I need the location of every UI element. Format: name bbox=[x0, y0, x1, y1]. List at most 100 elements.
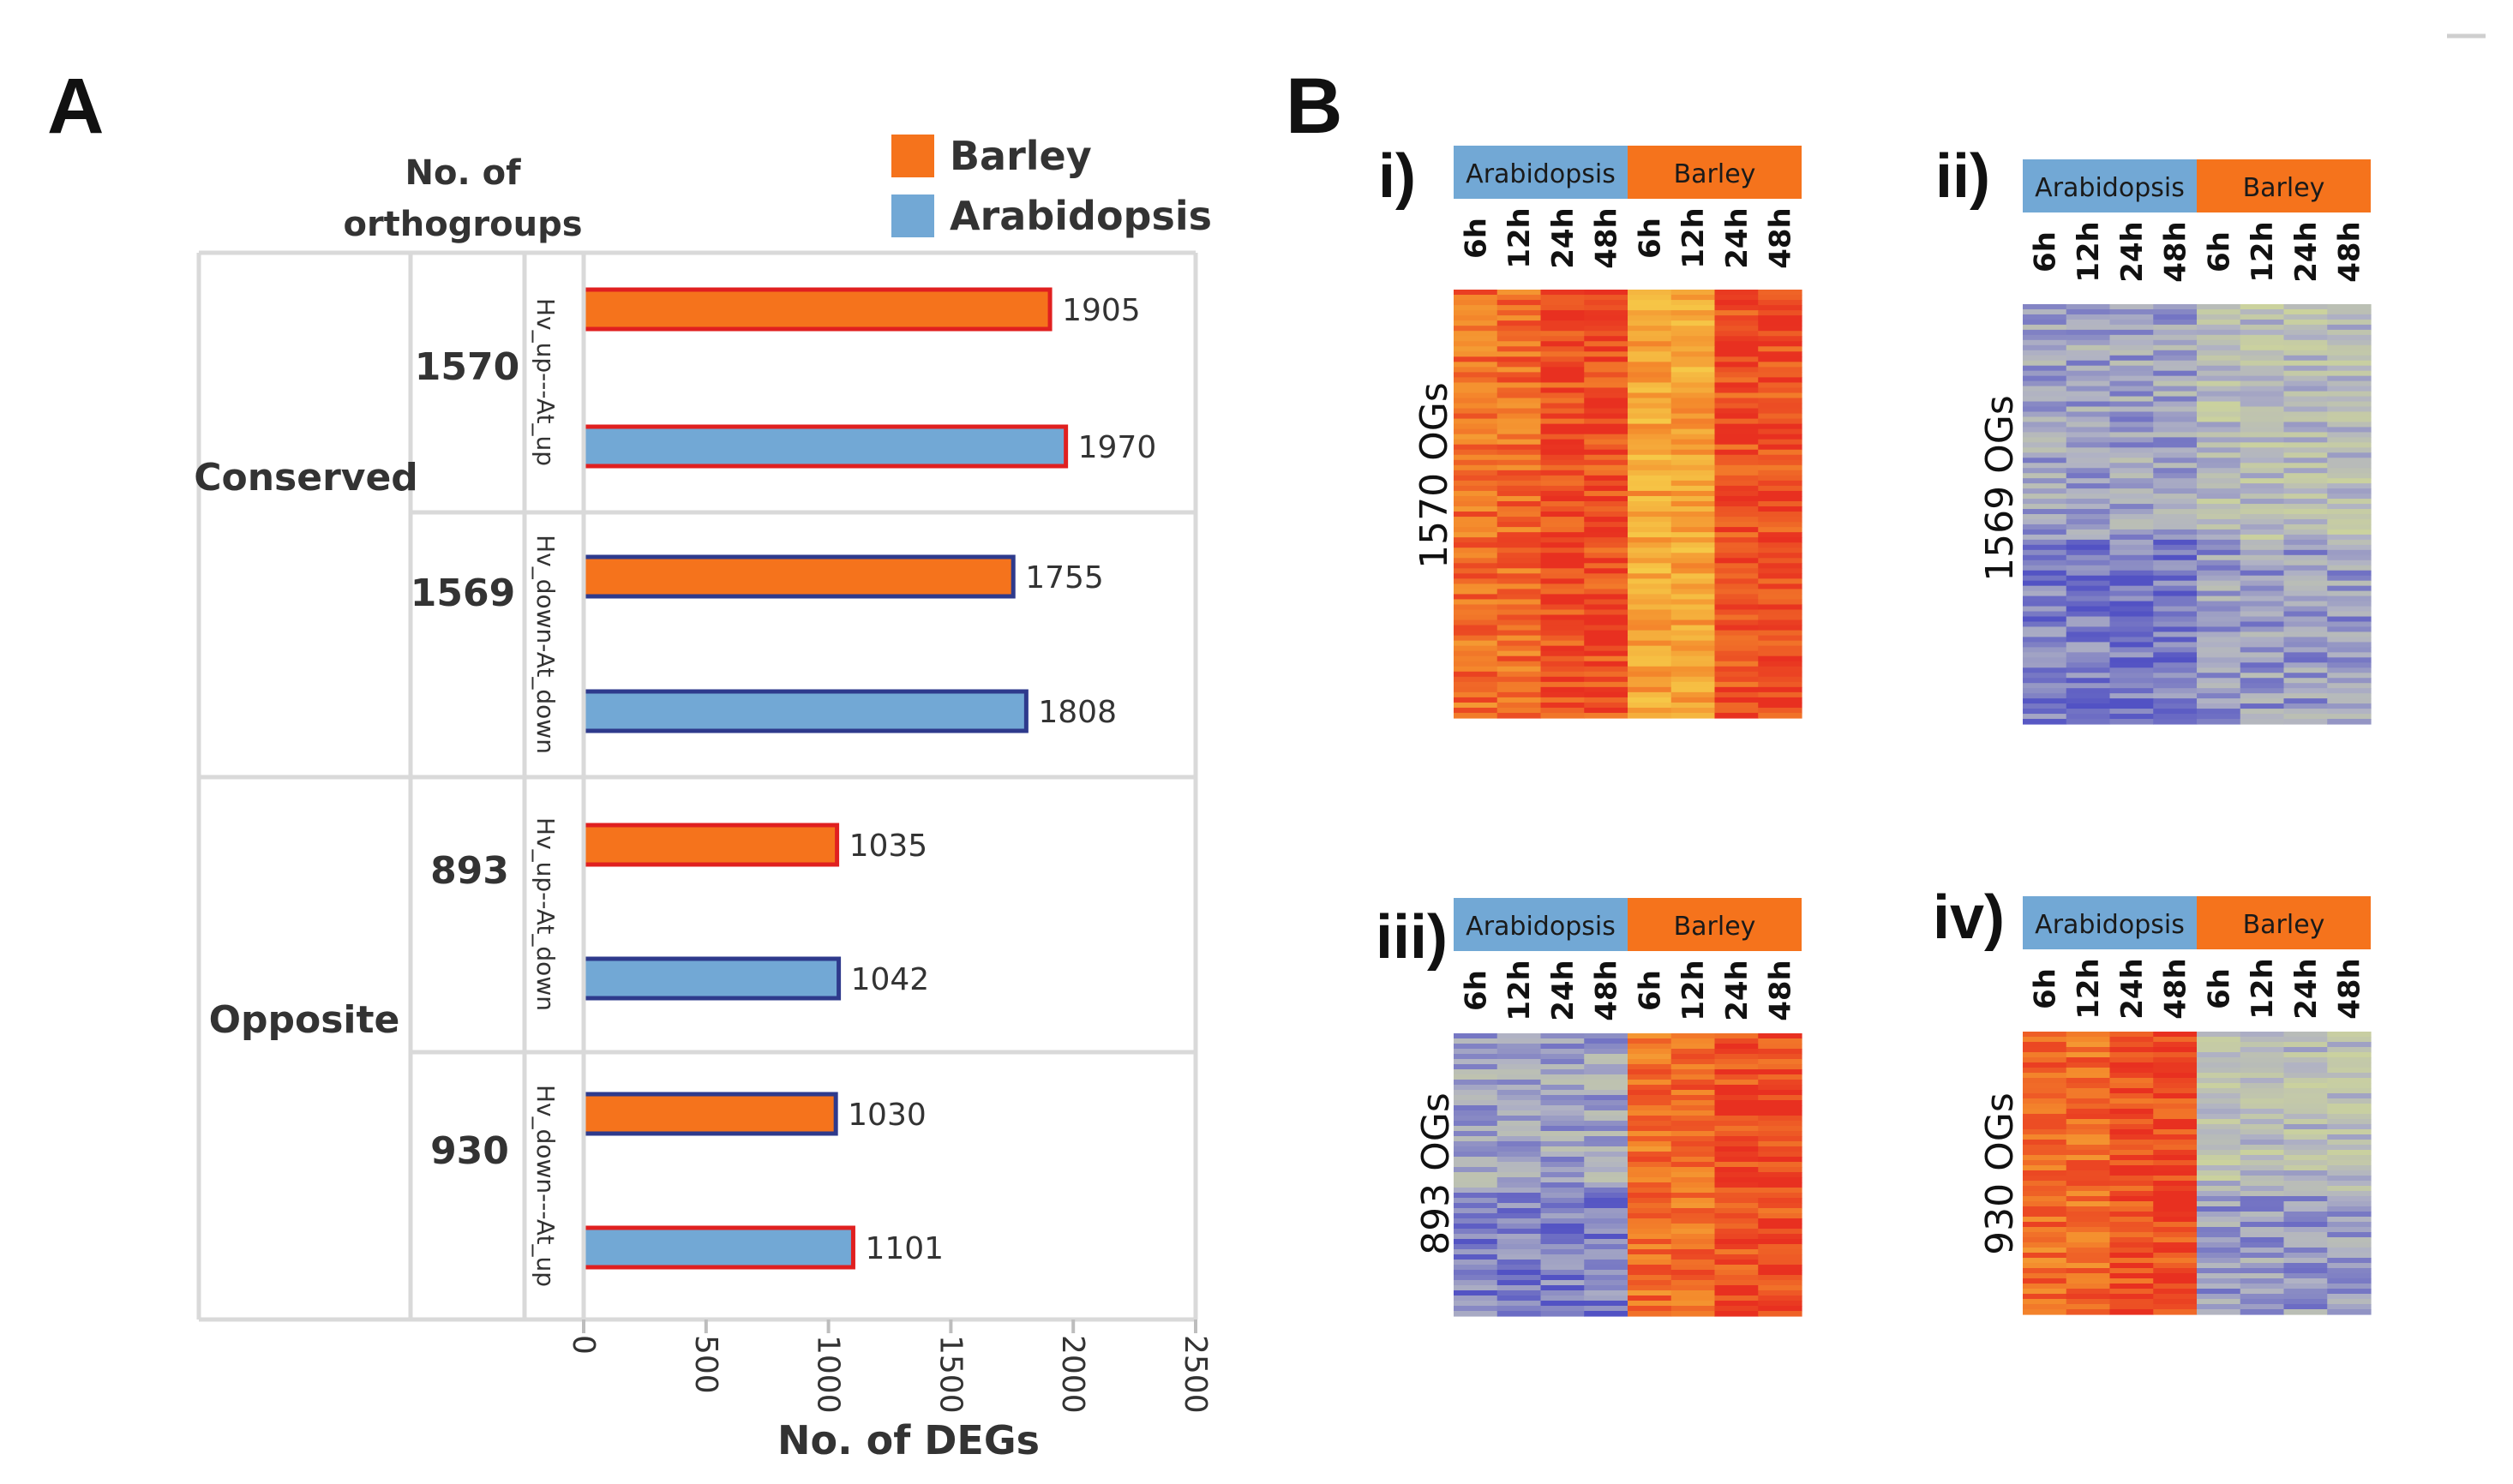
heatmap-cell bbox=[2153, 637, 2198, 643]
heatmap-cell bbox=[1628, 1198, 1672, 1204]
heatmap-cell bbox=[2066, 611, 2111, 618]
heatmap-cell bbox=[2240, 427, 2285, 433]
heatmap-cell bbox=[2327, 437, 2372, 443]
heatmap-cell bbox=[2283, 1155, 2328, 1161]
heatmap-cell bbox=[1670, 1198, 1716, 1204]
heatmap-cell bbox=[1540, 326, 1585, 332]
heatmap-cell bbox=[2327, 478, 2372, 484]
heatmap-cell bbox=[2109, 698, 2154, 704]
heatmap-cell bbox=[2153, 652, 2198, 658]
heatmap-cell bbox=[2283, 678, 2328, 684]
heatmap-cell bbox=[1628, 315, 1672, 321]
heatmap-cell bbox=[2109, 1073, 2154, 1079]
heatmap-cell bbox=[2153, 1263, 2198, 1269]
legend-label-barley: Barley bbox=[950, 133, 1092, 179]
heatmap-cell bbox=[2283, 1073, 2328, 1079]
heatmap-cell bbox=[1670, 573, 1716, 579]
heatmap-cell bbox=[1670, 671, 1716, 678]
heatmap-cell bbox=[2066, 391, 2111, 398]
heatmap-cell bbox=[2197, 494, 2241, 500]
heatmap-cell bbox=[1496, 1110, 1542, 1116]
heatmap-cell bbox=[2283, 494, 2328, 500]
heatmap-cell bbox=[2197, 509, 2241, 515]
heatmap-cell bbox=[1454, 512, 1498, 518]
heatmap-cell bbox=[1758, 1254, 1802, 1260]
heatmap-cell bbox=[2327, 1042, 2372, 1048]
heatmap-cell bbox=[2153, 709, 2198, 715]
heatmap-cell bbox=[1540, 599, 1585, 606]
heatmap-cell bbox=[2109, 1129, 2154, 1135]
heatmap-cell bbox=[2066, 339, 2111, 346]
heatmap-cell bbox=[2109, 488, 2154, 494]
heatmap-cell bbox=[2023, 1309, 2067, 1315]
heatmap-cell bbox=[1714, 691, 1759, 698]
heatmap-cell bbox=[1584, 1033, 1628, 1039]
heatmap-cell bbox=[2066, 601, 2111, 607]
heatmap-cell bbox=[1454, 697, 1498, 703]
timepoint-label: 12h bbox=[2072, 958, 2106, 1020]
heatmap-cell bbox=[1628, 512, 1672, 518]
heatmap-cell bbox=[2197, 314, 2241, 320]
heatmap-cell bbox=[2023, 1073, 2067, 1079]
heatmap-cell bbox=[1714, 517, 1759, 523]
heatmap-cell bbox=[2023, 499, 2067, 505]
heatmap-cell bbox=[1584, 1203, 1628, 1209]
heatmap-cell bbox=[2327, 422, 2372, 428]
heatmap-cell bbox=[2283, 1176, 2328, 1182]
heatmap-cell bbox=[2240, 1088, 2285, 1094]
heatmap-cell bbox=[1584, 1152, 1628, 1158]
heatmap-cell bbox=[1496, 1198, 1542, 1204]
heatmap-cell bbox=[2197, 611, 2241, 618]
heatmap-cell bbox=[2327, 585, 2372, 592]
heatmap-cell bbox=[2240, 580, 2285, 587]
heatmap-cell bbox=[1454, 609, 1498, 616]
heatmap-cell bbox=[1758, 1224, 1802, 1230]
heatmap-cell bbox=[2327, 319, 2372, 326]
heatmap-cell bbox=[2240, 1062, 2285, 1068]
heatmap-cell bbox=[2327, 554, 2372, 561]
heatmap-cell bbox=[2153, 1037, 2198, 1043]
heatmap-cell bbox=[1714, 522, 1759, 528]
heatmap-cell bbox=[2197, 534, 2241, 541]
heatmap-cell bbox=[2023, 652, 2067, 658]
heatmap-cell bbox=[2240, 1242, 2285, 1248]
heatmap-cell bbox=[1540, 1110, 1585, 1116]
heatmap-cell bbox=[1628, 599, 1672, 606]
heatmap-cell bbox=[2283, 1186, 2328, 1192]
heatmap-cell bbox=[2197, 1201, 2241, 1207]
heatmap-cell bbox=[1714, 1188, 1759, 1194]
heatmap-cell bbox=[1454, 640, 1498, 647]
heatmap-cell bbox=[1758, 553, 1802, 559]
heatmap-cell bbox=[2197, 1253, 2241, 1259]
heatmap-cell bbox=[1628, 1290, 1672, 1296]
heatmap-cell bbox=[1496, 320, 1542, 326]
heatmap-cell bbox=[1628, 1105, 1672, 1111]
heatmap-cell bbox=[2240, 1068, 2285, 1074]
heatmap-cell bbox=[2066, 494, 2111, 500]
heatmap-cell bbox=[1540, 630, 1585, 637]
heatmap-cell bbox=[2023, 1093, 2067, 1099]
heatmap-cell bbox=[2066, 580, 2111, 587]
heatmap-cell bbox=[2023, 1057, 2067, 1063]
heatmap-cell bbox=[1714, 459, 1759, 466]
heatmap-cell bbox=[1714, 449, 1759, 456]
heatmap-cell bbox=[1758, 295, 1802, 301]
heatmap-cell bbox=[1714, 392, 1759, 399]
heatmap-cell bbox=[1758, 712, 1802, 719]
heatmap-cell bbox=[1758, 356, 1802, 362]
heatmap-cell bbox=[1584, 1296, 1628, 1301]
heatmap-cell bbox=[1628, 1167, 1672, 1173]
heatmap-cell bbox=[1584, 1218, 1628, 1224]
heatmap-cell bbox=[2327, 657, 2372, 663]
heatmap-cell bbox=[2327, 1278, 2372, 1284]
heatmap-cell bbox=[1714, 661, 1759, 667]
heatmap-cell bbox=[2240, 1155, 2285, 1161]
heatmap-cell bbox=[2153, 1237, 2198, 1243]
heatmap-cell bbox=[1540, 1290, 1585, 1296]
heatmap-cell bbox=[1628, 640, 1672, 647]
heatmap-cell bbox=[1540, 1275, 1585, 1281]
heatmap-cell bbox=[2109, 1278, 2154, 1284]
heatmap-cell bbox=[2153, 1278, 2198, 1284]
heatmap-cell bbox=[1584, 506, 1628, 512]
heatmap-cell bbox=[1496, 625, 1542, 631]
